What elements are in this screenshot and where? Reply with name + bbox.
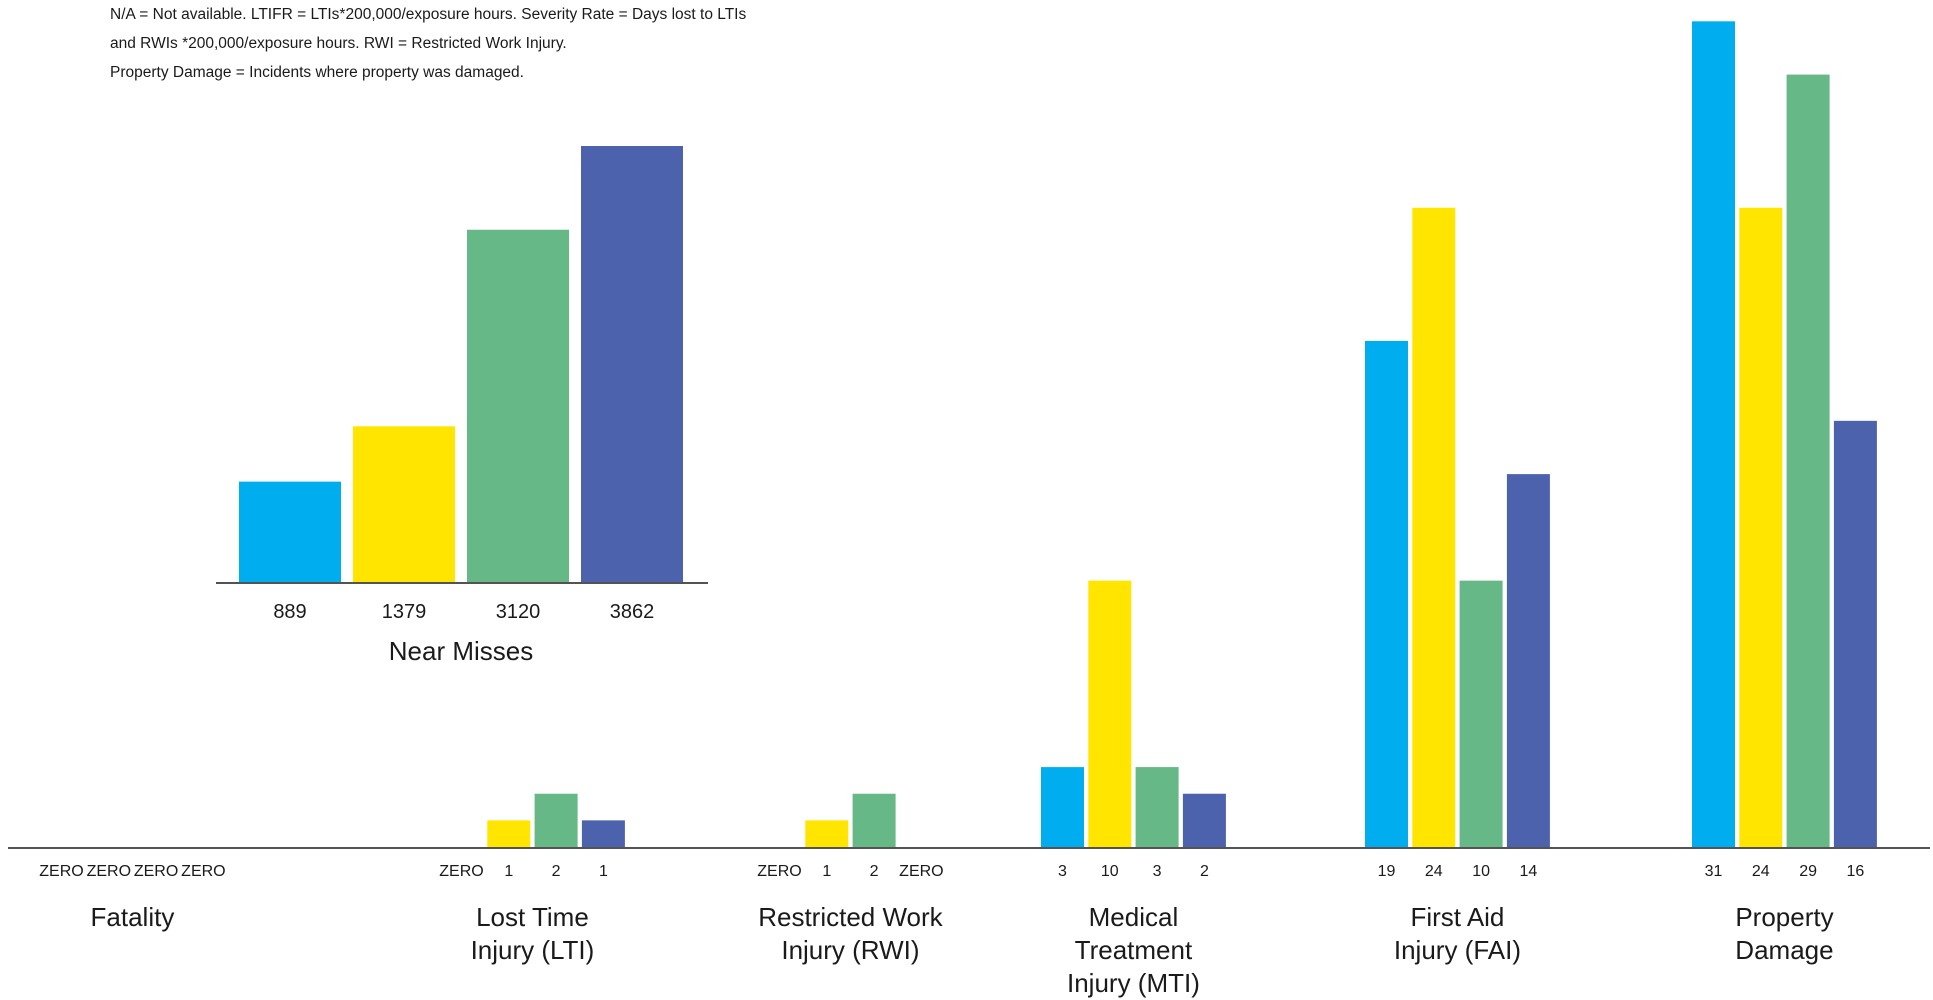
category-label: Fatality [91, 902, 175, 932]
category-label: First Aid [1410, 902, 1504, 932]
bar [1692, 21, 1735, 847]
inset-bar [353, 426, 455, 582]
inset-bar [581, 146, 683, 582]
data-label: 2 [552, 863, 561, 880]
data-label: 31 [1705, 863, 1723, 880]
bar [582, 820, 625, 847]
bar [487, 820, 530, 847]
category-label: Injury (LTI) [471, 935, 595, 965]
inset-data-label: 3120 [496, 601, 541, 623]
bar [853, 794, 896, 847]
data-label: 24 [1425, 863, 1443, 880]
bar [1183, 794, 1226, 847]
category-label: Restricted Work [758, 902, 943, 932]
data-label: 19 [1378, 863, 1396, 880]
bar [1787, 75, 1830, 847]
data-label: 3 [1058, 863, 1067, 880]
data-label: 24 [1752, 863, 1770, 880]
category-label: Property [1735, 902, 1833, 932]
bar [1412, 208, 1455, 847]
bar [1834, 421, 1877, 847]
bar [805, 820, 848, 847]
data-label: ZERO [39, 863, 83, 880]
inset-data-label: 1379 [382, 601, 427, 623]
bar [1365, 341, 1408, 847]
bar [1136, 767, 1179, 847]
bar [535, 794, 578, 847]
category-label: Damage [1735, 935, 1833, 965]
data-label: 29 [1799, 863, 1817, 880]
bar [1739, 208, 1782, 847]
category-label: Treatment [1075, 935, 1193, 965]
inset-category-label: Near Misses [389, 636, 533, 666]
category-label: Injury (RWI) [781, 935, 919, 965]
data-label: 1 [599, 863, 608, 880]
inset-bar [239, 482, 341, 582]
data-label: 10 [1472, 863, 1490, 880]
data-label: 10 [1101, 863, 1119, 880]
data-label: ZERO [757, 863, 801, 880]
data-label: ZERO [134, 863, 178, 880]
data-label: ZERO [87, 863, 131, 880]
data-label: 14 [1520, 863, 1538, 880]
data-label: ZERO [439, 863, 483, 880]
data-label: ZERO [181, 863, 225, 880]
data-label: ZERO [899, 863, 943, 880]
bar [1041, 767, 1084, 847]
inset-data-label: 889 [273, 601, 306, 623]
inset-bar [467, 230, 569, 582]
data-label: 1 [822, 863, 831, 880]
bar [1507, 474, 1550, 847]
category-label: Lost Time [476, 902, 589, 932]
bar [1088, 581, 1131, 847]
inset-data-label: 3862 [610, 601, 655, 623]
category-label: Injury (MTI) [1067, 968, 1200, 998]
data-label: 2 [1200, 863, 1209, 880]
category-label: Medical [1089, 902, 1179, 932]
bar [1460, 581, 1503, 847]
category-label: Injury (FAI) [1394, 935, 1521, 965]
data-label: 2 [870, 863, 879, 880]
data-label: 3 [1153, 863, 1162, 880]
data-label: 1 [504, 863, 513, 880]
data-label: 16 [1847, 863, 1865, 880]
